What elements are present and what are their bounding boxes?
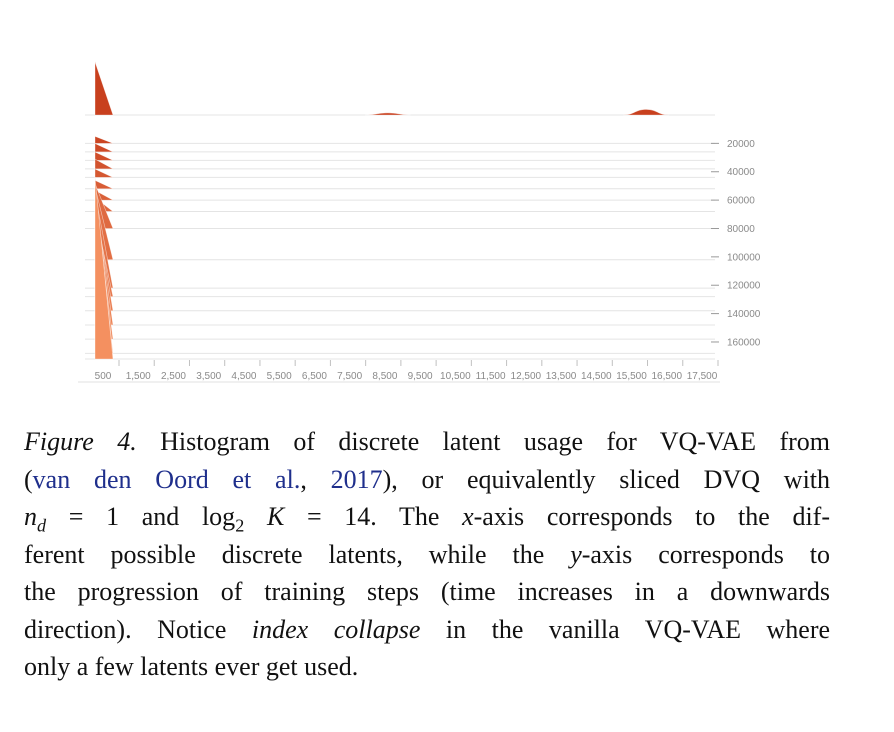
x-tick-label: 12,500 <box>511 371 542 382</box>
figure-caption: Figure 4. Histogram of discrete latent u… <box>24 423 830 686</box>
y-tick-label: 140000 <box>727 309 761 320</box>
x-tick-label: 15,500 <box>616 371 647 382</box>
caption-line-6: direction). Notice index collapse in the… <box>24 614 831 644</box>
figure-label: Figure 4. <box>24 427 137 456</box>
x-tick-label: 6,500 <box>302 371 327 382</box>
y-axis: 20000 40000 60000 80000 100000 120000 140000 16… <box>711 139 761 348</box>
x-tick-label: 1,500 <box>126 371 151 382</box>
x-axis: 500 1,500 2,500 3,500 4,500 5,500 6,500 7,500 8,… <box>78 360 720 383</box>
caption-line-1: Figure 4. Histogram of discrete latent u… <box>24 427 830 456</box>
histogram-ridge <box>94 176 114 360</box>
histogram-ridge <box>94 158 114 170</box>
x-tick-label: 16,500 <box>651 371 682 382</box>
index-collapse-term: index collapse <box>251 614 421 644</box>
y-tick-label: 120000 <box>727 281 761 292</box>
x-tick-label: 14,500 <box>581 371 612 382</box>
histogram-ridge <box>623 109 670 116</box>
caption-line-4: ferent possible discrete latents, while … <box>24 539 830 569</box>
citation-link-authors[interactable]: van den Oord et al. <box>32 464 301 494</box>
ridge-series <box>94 61 670 360</box>
x-tick-label: 500 <box>95 371 112 382</box>
ridge-baselines <box>85 114 715 360</box>
y-tick-label: 160000 <box>727 337 761 348</box>
y-tick-label: 40000 <box>727 167 755 178</box>
caption-line-2: (van den Oord et al., 2017), or equivale… <box>24 464 831 494</box>
x-tick-label: 4,500 <box>231 371 256 382</box>
histogram-ridge <box>94 135 114 144</box>
histogram-ridge <box>94 168 114 178</box>
x-tick-label: 2,500 <box>161 371 186 382</box>
x-tick-label: 3,500 <box>196 371 221 382</box>
histogram-ridge <box>94 143 114 153</box>
x-tick-label: 11,500 <box>476 371 506 382</box>
y-tick-label: 20000 <box>727 139 755 150</box>
y-tick-label: 60000 <box>727 196 755 207</box>
x-tick-label: 5,500 <box>267 371 292 382</box>
histogram-figure: 20000 40000 60000 80000 100000 120000 140000 16… <box>78 61 761 383</box>
math-nd: nd <box>24 502 47 536</box>
caption-line-5: the progression of training steps (time … <box>24 577 830 606</box>
caption-line-7: only a few latents ever get used. <box>24 652 359 681</box>
x-tick-label: 7,500 <box>337 371 362 382</box>
y-tick-label: 80000 <box>727 224 755 235</box>
x-tick-label: 8,500 <box>372 371 397 382</box>
histogram-ridge <box>364 112 411 116</box>
x-tick-label: 13,500 <box>546 371 577 382</box>
x-tick-label: 17,500 <box>687 371 718 382</box>
caption-line-3: nd = 1 and log2 K = 14. The x-axis corre… <box>24 502 830 536</box>
histogram-ridge <box>94 151 114 161</box>
x-tick-label: 9,500 <box>408 371 433 382</box>
histogram-ridge <box>94 61 114 116</box>
citation-link-year[interactable]: 2017 <box>330 464 383 494</box>
y-tick-label: 100000 <box>727 252 761 263</box>
histogram-ridge <box>94 179 114 190</box>
x-tick-label: 10,500 <box>440 371 471 382</box>
